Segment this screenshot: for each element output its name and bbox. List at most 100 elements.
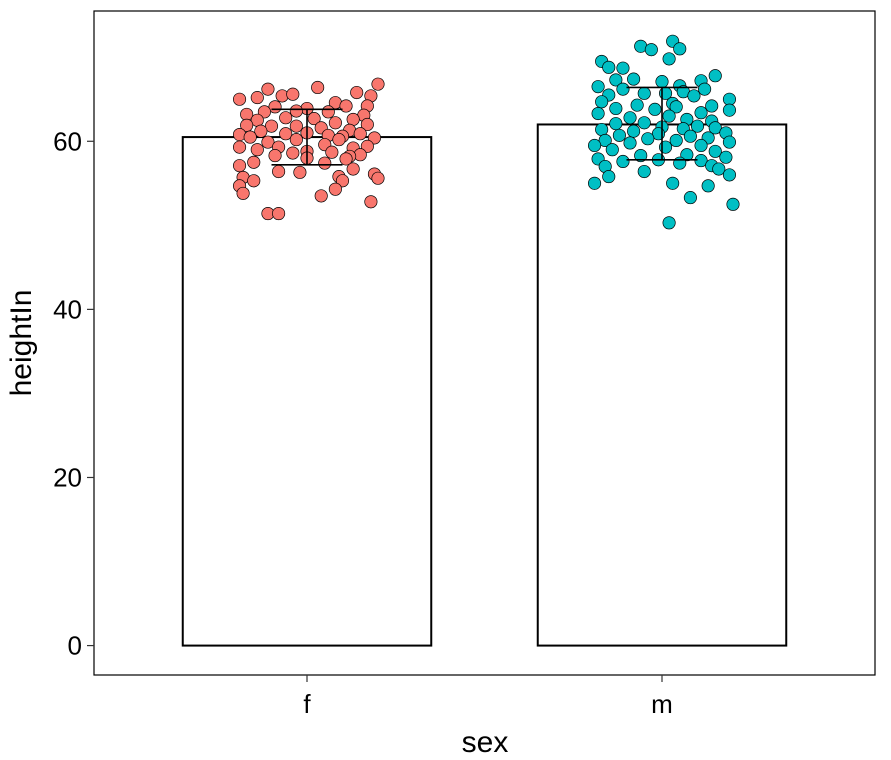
y-tick-label: 40 xyxy=(53,294,82,324)
data-point-m xyxy=(634,149,648,163)
data-point-m xyxy=(630,98,644,112)
bar-f xyxy=(181,136,433,647)
data-point-f xyxy=(247,174,261,188)
data-point-m xyxy=(687,89,701,103)
data-point-f xyxy=(233,128,247,142)
data-point-m xyxy=(669,133,683,147)
data-point-f xyxy=(250,143,264,157)
data-point-m xyxy=(662,109,676,123)
data-point-m xyxy=(627,124,641,138)
data-point-m xyxy=(673,42,687,56)
data-point-f xyxy=(371,77,385,91)
data-point-f xyxy=(328,116,342,130)
data-point-f xyxy=(307,112,321,126)
data-point-m xyxy=(673,156,687,170)
data-point-f xyxy=(264,119,279,133)
data-point-m xyxy=(694,138,708,153)
data-point-m xyxy=(602,170,616,184)
data-point-m xyxy=(666,176,680,190)
data-point-f xyxy=(353,127,367,141)
data-point-m xyxy=(708,144,722,158)
x-tick-label: f xyxy=(303,689,311,719)
data-point-f xyxy=(318,156,332,170)
data-point-f xyxy=(360,117,374,132)
data-point-f xyxy=(279,111,293,125)
data-point-m xyxy=(637,164,651,179)
data-point-f xyxy=(350,85,364,100)
data-point-f xyxy=(367,131,381,145)
data-point-m xyxy=(655,75,669,89)
data-point-m xyxy=(722,168,736,182)
data-point-f xyxy=(321,105,335,119)
data-point-f xyxy=(243,130,257,144)
data-point-f xyxy=(325,145,339,159)
data-point-m xyxy=(722,103,736,117)
data-point-f xyxy=(279,127,293,141)
data-point-m xyxy=(595,122,609,137)
data-point-f xyxy=(289,133,303,147)
data-point-m xyxy=(690,119,705,133)
data-point-f xyxy=(364,195,378,209)
data-point-m xyxy=(616,61,630,75)
data-point-f xyxy=(286,87,300,101)
data-point-m xyxy=(698,82,712,96)
data-point-m xyxy=(641,132,655,146)
data-point-m xyxy=(722,92,736,106)
data-point-f xyxy=(289,104,303,118)
data-point-m xyxy=(726,197,740,211)
data-point-m xyxy=(627,72,641,86)
data-point-m xyxy=(609,101,623,116)
data-point-m xyxy=(587,176,602,190)
data-point-m xyxy=(605,143,619,157)
data-point-m xyxy=(591,80,605,94)
data-point-f xyxy=(328,182,342,196)
data-point-m xyxy=(662,52,676,66)
data-point-f xyxy=(314,189,328,203)
data-point-m xyxy=(587,138,602,153)
data-point-f xyxy=(293,165,307,179)
x-axis-title: sex xyxy=(462,726,509,759)
data-point-m xyxy=(722,135,736,149)
data-point-m xyxy=(694,106,708,120)
data-point-f xyxy=(261,135,275,149)
data-point-f xyxy=(247,155,261,169)
data-point-f xyxy=(339,152,353,166)
y-axis-title: heightIn xyxy=(5,290,38,397)
data-point-m xyxy=(712,162,726,176)
data-point-f xyxy=(250,91,264,105)
data-point-m xyxy=(637,86,651,100)
data-point-m xyxy=(719,150,733,164)
data-point-f xyxy=(335,174,350,188)
y-tick-label: 0 xyxy=(68,631,82,661)
data-point-f xyxy=(272,207,286,221)
data-point-f xyxy=(272,164,286,179)
data-point-m xyxy=(612,128,626,142)
y-tick-label: 20 xyxy=(53,462,82,492)
data-point-f xyxy=(233,140,247,154)
data-point-f xyxy=(346,162,360,176)
data-point-f xyxy=(332,133,346,147)
data-point-f xyxy=(339,99,353,113)
data-point-f xyxy=(286,146,300,160)
bar-m xyxy=(536,123,788,647)
data-point-m xyxy=(644,43,658,57)
data-point-f xyxy=(236,186,250,200)
data-point-m xyxy=(609,73,623,87)
data-point-m xyxy=(609,117,623,131)
data-point-m xyxy=(705,99,719,113)
data-point-f xyxy=(360,139,374,153)
data-point-m xyxy=(623,136,637,150)
data-point-m xyxy=(637,116,651,130)
data-point-m xyxy=(694,154,708,168)
data-point-m xyxy=(648,102,662,116)
data-point-m xyxy=(616,154,630,169)
data-point-m xyxy=(701,179,715,193)
data-point-m xyxy=(669,100,683,114)
data-point-m xyxy=(616,82,630,96)
data-point-f xyxy=(257,105,271,119)
data-point-m xyxy=(598,133,612,147)
data-point-f xyxy=(371,171,385,185)
data-point-m xyxy=(602,60,616,74)
